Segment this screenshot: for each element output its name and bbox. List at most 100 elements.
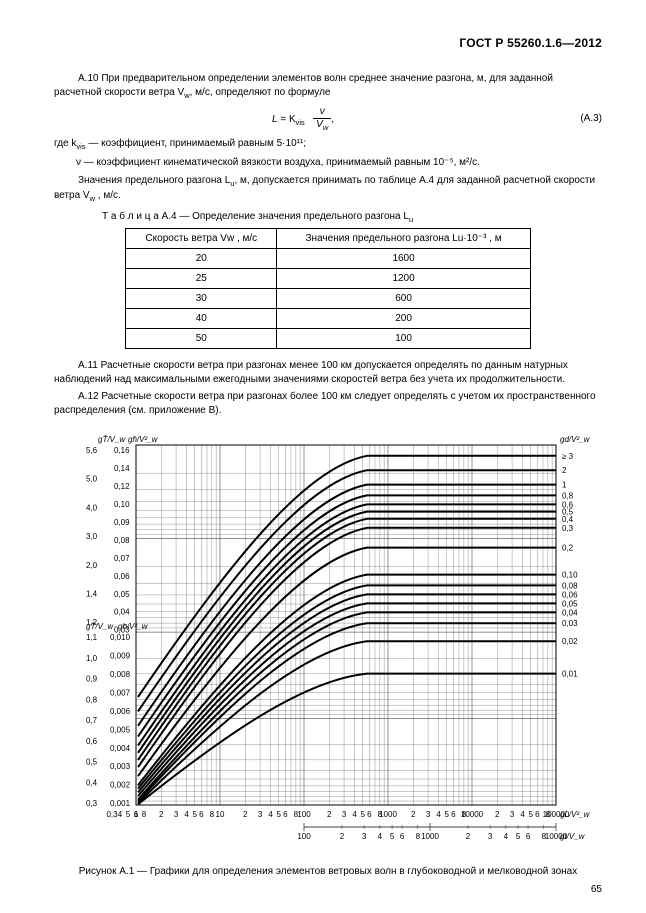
- svg-text:5: 5: [444, 810, 449, 819]
- svg-text:2: 2: [495, 810, 500, 819]
- svg-text:4: 4: [184, 810, 189, 819]
- where-nu: ν — коэффициент кинематической вязкости …: [54, 156, 602, 170]
- svg-text:5: 5: [192, 810, 197, 819]
- svg-text:2: 2: [466, 832, 471, 841]
- svg-text:0,3: 0,3: [106, 810, 118, 819]
- frac-den: Vw: [313, 119, 331, 132]
- svg-text:2: 2: [327, 810, 332, 819]
- svg-text:4: 4: [352, 810, 357, 819]
- svg-text:2: 2: [562, 466, 567, 475]
- svg-text:0,02: 0,02: [562, 637, 578, 646]
- svg-text:3: 3: [174, 810, 179, 819]
- svg-text:5: 5: [126, 810, 131, 819]
- svg-text:0,002: 0,002: [110, 781, 131, 790]
- para-a11: А.11 Расчетные скорости ветра при разгон…: [54, 359, 602, 386]
- svg-text:10: 10: [216, 810, 225, 819]
- table-header-row: Скорость ветра Vw , м/с Значения предель…: [126, 229, 531, 249]
- svg-text:0,06: 0,06: [562, 591, 578, 600]
- table-row: 30600: [126, 289, 531, 309]
- frac-num: ν: [313, 107, 331, 119]
- svg-text:0,007: 0,007: [110, 689, 131, 698]
- svg-text:0,001: 0,001: [110, 799, 131, 808]
- svg-text:3: 3: [342, 810, 347, 819]
- svg-text:0,3: 0,3: [562, 524, 574, 533]
- svg-text:0,05: 0,05: [562, 600, 578, 609]
- f-eq: = K: [278, 114, 296, 125]
- table-caption: Т а б л и ц а А.4 — Определение значения…: [54, 210, 602, 225]
- where-kvis: где kvis — коэффициент, принимаемый равн…: [54, 137, 602, 152]
- table-caption-a: Т а б л и ц а А.4 — Определение значения…: [102, 211, 409, 222]
- svg-text:4: 4: [378, 832, 383, 841]
- table-cell: 600: [277, 289, 530, 309]
- svg-text:0,003: 0,003: [110, 762, 131, 771]
- svg-text:6: 6: [134, 810, 139, 819]
- table-cell: 20: [126, 249, 277, 269]
- svg-text:0,4: 0,4: [562, 515, 574, 524]
- table-cell: 50: [126, 329, 277, 349]
- f-ksub: vis: [296, 118, 305, 127]
- svg-text:3: 3: [510, 810, 515, 819]
- table-cell: 100: [277, 329, 530, 349]
- svg-text:2: 2: [411, 810, 416, 819]
- svg-text:gL/V²_w: gL/V²_w: [560, 810, 591, 819]
- where-k-tail: — коэффициент, принимаемый равным 5·10¹¹…: [86, 138, 307, 149]
- table-row: 50100: [126, 329, 531, 349]
- formula-a3: L = Kvis ν Vw , (А.3): [54, 107, 602, 132]
- svg-text:3: 3: [488, 832, 493, 841]
- table-body: 201600251200306004020050100: [126, 249, 531, 349]
- svg-text:4: 4: [520, 810, 525, 819]
- table-caption-sub: u: [409, 215, 413, 224]
- svg-text:6: 6: [400, 832, 405, 841]
- svg-text:4: 4: [118, 810, 123, 819]
- formula-body: L = Kvis ν Vw ,: [54, 107, 552, 132]
- table-cell: 1600: [277, 249, 530, 269]
- para-a10: А.10 При предварительном определении эле…: [54, 72, 602, 101]
- chart-svg: ≥ 3210,80,60,50,40,30,20,100,080,060,050…: [54, 429, 602, 859]
- where-k: где k: [54, 138, 76, 149]
- svg-text:8: 8: [210, 810, 215, 819]
- col2-header: Значения предельного разгона Lu·10⁻³ , м: [277, 229, 530, 249]
- svg-text:0,08: 0,08: [114, 536, 130, 545]
- svg-text:2: 2: [340, 832, 345, 841]
- svg-text:100: 100: [297, 832, 311, 841]
- a10-tail: , м/с, определяют по формуле: [190, 87, 331, 98]
- svg-text:8: 8: [542, 832, 547, 841]
- document-code: ГОСТ Р 55260.1.6—2012: [54, 36, 602, 50]
- svg-text:1,4: 1,4: [86, 590, 98, 599]
- svg-text:5: 5: [528, 810, 533, 819]
- svg-text:0,16: 0,16: [114, 446, 130, 455]
- svg-text:5,0: 5,0: [86, 475, 98, 484]
- svg-text:1: 1: [562, 481, 567, 490]
- svg-text:8: 8: [142, 810, 147, 819]
- svg-text:0,009: 0,009: [110, 652, 131, 661]
- svg-text:0,07: 0,07: [114, 554, 130, 563]
- svg-text:0,04: 0,04: [562, 609, 578, 618]
- table-row: 251200: [126, 269, 531, 289]
- svg-text:0,8: 0,8: [562, 492, 574, 501]
- svg-text:0,5: 0,5: [86, 758, 98, 767]
- svg-text:0,010: 0,010: [110, 633, 131, 642]
- svg-text:0,7: 0,7: [86, 716, 98, 725]
- figure-a1: ≥ 3210,80,60,50,40,30,20,100,080,060,050…: [54, 429, 602, 879]
- svg-text:5: 5: [390, 832, 395, 841]
- svg-text:0,3: 0,3: [86, 799, 98, 808]
- svg-text:0,06: 0,06: [114, 572, 130, 581]
- svg-text:0,05: 0,05: [114, 590, 130, 599]
- svg-text:3: 3: [426, 810, 431, 819]
- svg-text:6: 6: [535, 810, 540, 819]
- svg-text:8: 8: [378, 810, 383, 819]
- svg-text:4: 4: [268, 810, 273, 819]
- svg-text:0,008: 0,008: [110, 670, 131, 679]
- svg-text:0,8: 0,8: [86, 696, 98, 705]
- svg-text:6: 6: [283, 810, 288, 819]
- svg-text:0,08: 0,08: [562, 582, 578, 591]
- svg-text:2,0: 2,0: [86, 561, 98, 570]
- limits-c: , м/с.: [95, 190, 121, 201]
- formula-number: (А.3): [552, 113, 602, 124]
- col1-header: Скорость ветра Vw , м/с: [126, 229, 277, 249]
- svg-text:6: 6: [526, 832, 531, 841]
- svg-text:gd/V²_w: gd/V²_w: [560, 435, 591, 444]
- svg-text:3: 3: [258, 810, 263, 819]
- svg-text:3,0: 3,0: [86, 532, 98, 541]
- table-cell: 30: [126, 289, 277, 309]
